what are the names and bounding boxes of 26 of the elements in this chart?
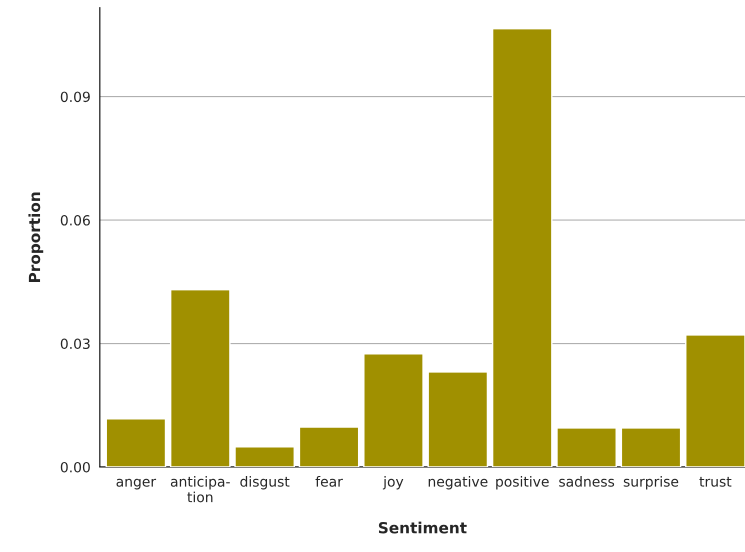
x-tick-label: disgust bbox=[240, 476, 290, 490]
x-tick-label: anger bbox=[116, 478, 156, 490]
x-tick-label: trust bbox=[699, 476, 732, 487]
y-tick-label: 0.00 bbox=[60, 462, 90, 472]
y-axis-title: Proportion bbox=[28, 192, 44, 282]
x-axis-title: Sentiment bbox=[378, 522, 467, 534]
x-tick-label: surprise bbox=[624, 476, 678, 490]
bar bbox=[170, 288, 231, 467]
x-tick-label: joy bbox=[382, 476, 404, 490]
x-tick-label: sadness bbox=[559, 476, 614, 487]
bar bbox=[428, 371, 488, 467]
y-tick-label: 0.09 bbox=[60, 92, 90, 102]
bar bbox=[363, 353, 424, 467]
bar bbox=[556, 427, 617, 467]
bar bbox=[685, 334, 745, 467]
y-tick-label: 0.03 bbox=[60, 338, 90, 350]
bar bbox=[298, 426, 360, 467]
bar bbox=[492, 28, 553, 467]
x-tick-label: negative bbox=[428, 476, 488, 490]
x-tick-label: fear bbox=[316, 476, 343, 487]
bar bbox=[106, 418, 166, 467]
x-tick-label: positive bbox=[496, 476, 549, 490]
y-tick-label: 0.06 bbox=[60, 215, 90, 226]
bar bbox=[234, 446, 295, 467]
x-tick-label: anticipa- tion bbox=[170, 476, 230, 502]
bar bbox=[620, 427, 682, 467]
